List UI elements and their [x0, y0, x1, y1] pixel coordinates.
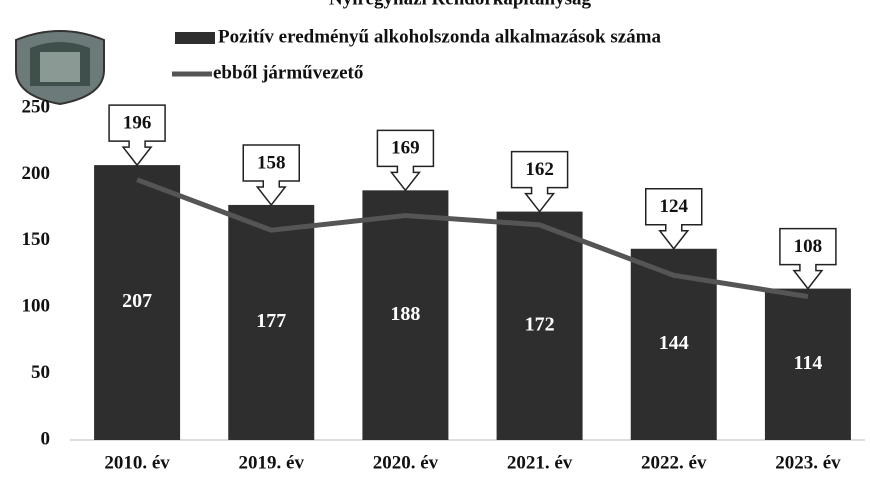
bar-value-label: 188: [390, 303, 420, 325]
line-value-label: 169: [391, 138, 420, 159]
x-tick-label: 2021. év: [507, 452, 573, 473]
bar-value-label: 144: [659, 332, 689, 354]
bar-value-label: 114: [793, 352, 822, 374]
logo: [16, 31, 104, 104]
line-value-label: 108: [794, 236, 823, 257]
line-value-label: 124: [660, 196, 689, 217]
line-value-label: 158: [257, 152, 286, 173]
bar-value-label: 172: [525, 313, 555, 335]
y-tick-label: 150: [22, 229, 51, 250]
chart-title: Nyíregyházi Rendőrkapitányság: [329, 0, 591, 9]
y-tick-label: 200: [22, 163, 51, 184]
y-tick-label: 50: [31, 362, 50, 383]
x-tick-label: 2010. év: [104, 452, 170, 473]
x-tick-label: 2023. év: [775, 452, 841, 473]
bar-value-label: 207: [122, 290, 152, 312]
legend-swatch: [175, 32, 215, 44]
chart: Nyíregyházi Rendőrkapitányság 0 50 100 150 2…: [0, 0, 870, 477]
x-tick-label: 2022. év: [641, 452, 707, 473]
line-value-label: 162: [525, 159, 554, 180]
y-tick-label: 100: [22, 296, 51, 317]
legend-label: Pozitív eredményű alkoholszonda alkalmaz…: [218, 26, 661, 47]
y-tick-label: 250: [22, 96, 51, 117]
bar-value-label: 177: [256, 310, 286, 332]
line-value-label: 196: [123, 112, 152, 133]
x-tick-label: 2020. év: [373, 452, 439, 473]
legend-label: ebből járművezető: [213, 62, 363, 83]
y-tick-label: 0: [41, 428, 51, 449]
x-tick-label: 2019. év: [239, 452, 305, 473]
